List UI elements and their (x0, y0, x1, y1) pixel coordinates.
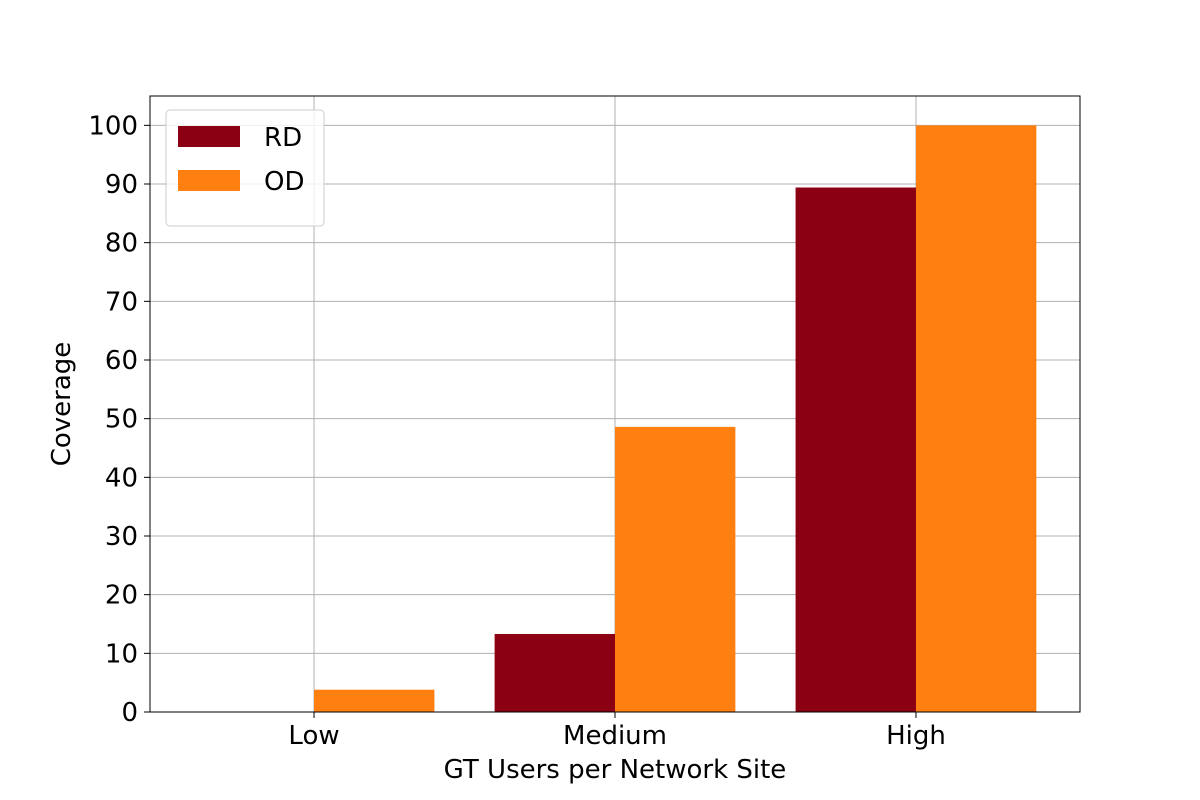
bar (494, 633, 615, 712)
y-tick-label: 90 (105, 170, 138, 200)
bar (915, 125, 1037, 713)
y-tick-label: 70 (105, 287, 138, 317)
y-tick-label: 20 (105, 581, 138, 611)
y-tick-label: 40 (105, 463, 138, 493)
legend-swatch (178, 170, 240, 191)
plot-frame (149, 95, 1081, 713)
x-axis-label: GT Users per Network Site (444, 755, 787, 785)
y-tick-label: 30 (105, 522, 138, 552)
legend-label: RD (264, 123, 302, 153)
y-tick-label: 50 (105, 405, 138, 435)
bar (314, 689, 435, 712)
y-tick-label: 100 (88, 111, 138, 141)
bar (795, 187, 916, 712)
bar (615, 426, 736, 712)
y-axis-label: Coverage (47, 342, 77, 467)
legend-label: OD (264, 167, 305, 197)
y-tick-label: 10 (105, 639, 138, 669)
y-tick-label: 0 (121, 698, 138, 728)
x-tick-label: Medium (563, 721, 667, 751)
y-tick-label: 80 (105, 229, 138, 259)
y-tick-label: 60 (105, 346, 138, 376)
x-tick-label: High (886, 721, 946, 751)
x-tick-label: Low (288, 721, 339, 751)
legend-swatch (178, 126, 240, 147)
